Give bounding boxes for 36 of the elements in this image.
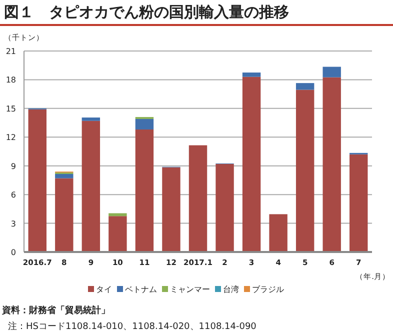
y-tick-label: 21: [6, 47, 16, 56]
bar: [108, 216, 127, 252]
bar: [162, 167, 180, 252]
bar: [55, 174, 74, 178]
legend-label: ミャンマー: [170, 285, 210, 294]
legend-label: ベトナム: [125, 285, 157, 294]
chart-title: 図１ タピオカでん粉の国別輸入量の推移: [4, 3, 289, 21]
y-tick-label: 0: [10, 248, 16, 257]
bar: [296, 90, 314, 252]
bar: [108, 213, 127, 216]
y-tick-label: 15: [6, 104, 16, 114]
bar: [322, 66, 341, 78]
bar: [242, 76, 261, 252]
bar: [55, 178, 74, 252]
y-tick-label: 6: [10, 190, 16, 200]
bar: [242, 72, 261, 77]
bar: [82, 118, 100, 121]
bar: [28, 109, 46, 252]
bar: [216, 164, 234, 252]
legend-label: タイ: [96, 285, 112, 294]
bar: [82, 120, 100, 252]
bar: [322, 77, 341, 252]
y-tick-label: 18: [6, 76, 16, 85]
text: 注：HSコード1108.14-010、1108.14-020、1108.14-090: [8, 321, 257, 332]
legend-label: ブラジル: [252, 285, 284, 294]
y-tick-label: 3: [10, 219, 16, 228]
y-tick-label: 12: [6, 133, 16, 142]
legend-label: 台湾: [223, 285, 239, 294]
bar: [269, 214, 288, 252]
bar: [135, 118, 154, 130]
bar: [188, 145, 208, 252]
y-tick-label: 9: [10, 162, 16, 171]
bar: [350, 154, 368, 252]
bar: [296, 83, 314, 90]
text: 資料：財務省「貿易統計」: [1, 305, 110, 316]
bar: [135, 129, 154, 252]
